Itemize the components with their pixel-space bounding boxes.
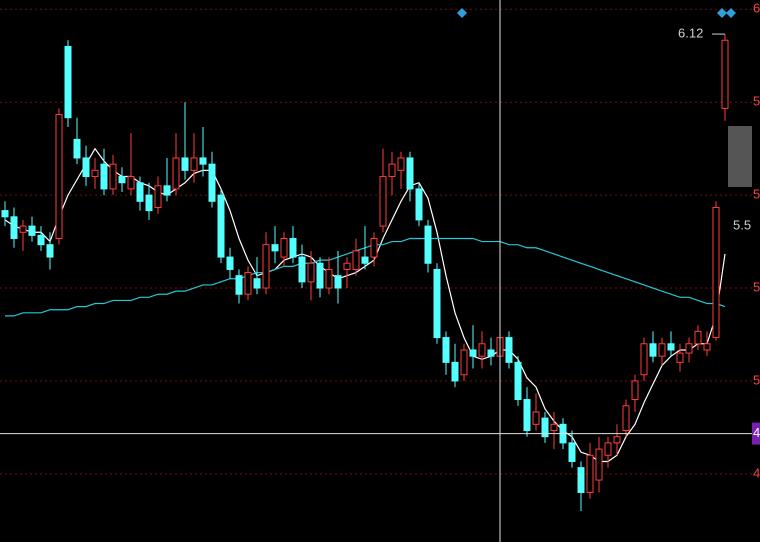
candle-body bbox=[514, 361, 522, 401]
candle-body bbox=[631, 380, 639, 401]
candle-body bbox=[109, 163, 117, 190]
candle-body bbox=[451, 361, 459, 382]
candle-body bbox=[460, 349, 468, 376]
candle-body bbox=[613, 436, 621, 444]
candle-body bbox=[361, 256, 369, 264]
candle-body bbox=[352, 250, 360, 270]
candle-body bbox=[532, 411, 540, 425]
candle-body bbox=[28, 225, 36, 236]
candle-body bbox=[649, 343, 657, 357]
candle-body bbox=[226, 256, 234, 270]
candle-body bbox=[703, 343, 711, 351]
candle-body bbox=[145, 194, 153, 212]
candle-body bbox=[82, 157, 90, 178]
candle-body bbox=[469, 349, 477, 357]
candle-body bbox=[208, 163, 216, 202]
candle-body bbox=[667, 343, 675, 351]
candle-body bbox=[712, 207, 720, 339]
candle-body bbox=[307, 262, 315, 283]
marker-diamond bbox=[726, 8, 736, 18]
crosshair-label-box bbox=[752, 422, 760, 445]
candle-body bbox=[46, 244, 54, 258]
candle-body bbox=[388, 163, 396, 178]
candle-body bbox=[568, 442, 576, 462]
candle-body bbox=[577, 467, 585, 493]
y-tick-label: 6.20 bbox=[753, 1, 760, 16]
candle-body bbox=[415, 188, 423, 221]
candle-body bbox=[550, 423, 558, 432]
candle-body bbox=[163, 185, 171, 196]
candle-body bbox=[316, 262, 324, 289]
candle-body bbox=[37, 234, 45, 246]
candle-body bbox=[370, 237, 378, 258]
candle-body bbox=[343, 262, 351, 270]
candle-body bbox=[487, 349, 495, 357]
candle-body bbox=[1, 210, 9, 218]
candle-body bbox=[172, 157, 180, 190]
y-tick-label: 5.00 bbox=[753, 372, 760, 387]
y-tick-label: 4.70 bbox=[753, 465, 760, 480]
candle-body bbox=[244, 272, 252, 295]
candle-body bbox=[64, 45, 72, 119]
candle-body bbox=[595, 448, 603, 481]
high-label: 6.12 bbox=[678, 26, 703, 41]
candle-body bbox=[379, 176, 387, 227]
candle-body bbox=[685, 343, 693, 354]
candle-body bbox=[478, 343, 486, 357]
y-tick-label: 5.60 bbox=[753, 187, 760, 202]
y-tick-label: 5.90 bbox=[753, 94, 760, 109]
candle-body bbox=[280, 237, 288, 258]
marker-diamond bbox=[717, 8, 727, 18]
candle-body bbox=[289, 237, 297, 258]
candle-body bbox=[262, 244, 270, 289]
candle-body bbox=[541, 417, 549, 438]
candle-body bbox=[118, 176, 126, 184]
candle-body bbox=[523, 399, 531, 432]
candle-body bbox=[154, 185, 162, 209]
crosshair-label: 4.83 bbox=[753, 425, 760, 440]
candle-body bbox=[55, 114, 63, 239]
candles bbox=[1, 34, 729, 512]
candle-body bbox=[271, 244, 279, 252]
candle-body bbox=[253, 278, 261, 289]
candle-body bbox=[424, 225, 432, 264]
candle-body bbox=[181, 157, 189, 171]
candle-body bbox=[190, 157, 198, 171]
candle-body bbox=[298, 256, 306, 283]
candle-body bbox=[433, 268, 441, 339]
price-range-box bbox=[728, 126, 752, 187]
candle-body bbox=[334, 275, 342, 289]
candle-body bbox=[640, 343, 648, 376]
candle-body bbox=[676, 352, 684, 363]
candle-body bbox=[136, 182, 144, 202]
candle-body bbox=[235, 275, 243, 295]
candle-body bbox=[91, 169, 99, 178]
candle-body bbox=[406, 157, 414, 190]
candle-body bbox=[604, 442, 612, 456]
candle-body bbox=[505, 337, 513, 363]
candle-body bbox=[19, 225, 27, 233]
candle-body bbox=[622, 405, 630, 432]
candle-body bbox=[127, 176, 135, 190]
candle-body bbox=[694, 330, 702, 345]
grid bbox=[0, 8, 752, 475]
candle-body bbox=[442, 337, 450, 363]
candle-body bbox=[397, 157, 405, 171]
price-label: 5.5 bbox=[733, 218, 751, 233]
marker-diamond bbox=[457, 8, 467, 18]
candle-body bbox=[100, 163, 108, 190]
candle-body bbox=[721, 39, 729, 109]
y-tick-label: 5.30 bbox=[753, 279, 760, 294]
candle-body bbox=[325, 268, 333, 289]
candle-body bbox=[586, 454, 594, 493]
candle-body bbox=[73, 138, 81, 159]
candle-body bbox=[199, 157, 207, 165]
candle-body bbox=[658, 343, 666, 357]
candle-body bbox=[10, 216, 18, 239]
candle-body bbox=[217, 194, 225, 258]
